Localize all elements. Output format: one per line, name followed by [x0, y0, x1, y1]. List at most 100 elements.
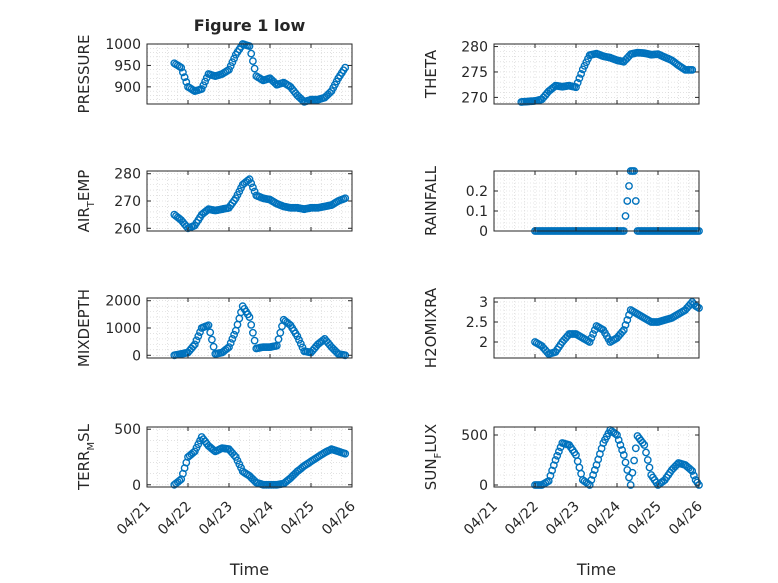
data-point — [630, 456, 638, 465]
y-tick-label: 280 — [114, 167, 141, 183]
data-point — [618, 446, 626, 454]
data-point — [248, 57, 257, 65]
data-point — [544, 477, 553, 485]
data-point — [245, 313, 254, 321]
y-tick-label: 270 — [461, 90, 488, 106]
data-point — [623, 316, 632, 324]
y-tick-label: 2 — [479, 335, 488, 351]
data-point — [551, 456, 560, 464]
subplot-7: 0 500 TERRMSL 04/21 04/22 04/23 04/24 04/25 04/2… — [75, 422, 359, 579]
subplot-5: 0 1000 2000 MIXDEPTH — [75, 289, 353, 367]
data-point — [182, 78, 191, 86]
data-point — [201, 77, 210, 86]
y-tick-label: 270 — [114, 194, 141, 210]
data-point — [613, 431, 621, 439]
data-point — [175, 476, 184, 485]
y-tick-label: 1000 — [105, 321, 141, 337]
data-point — [206, 328, 215, 337]
y-axis-label: PRESSURE — [75, 35, 93, 114]
data-point — [248, 328, 257, 337]
y-tick-label: 0 — [132, 348, 141, 364]
data-point — [190, 447, 199, 456]
x-tick-label: 04/25 — [278, 499, 318, 539]
data-point — [250, 336, 259, 345]
data-point — [228, 334, 237, 343]
y-tick-label: 0.2 — [466, 184, 488, 200]
data-point — [645, 463, 654, 472]
data-point — [230, 451, 239, 459]
x-tick-label: 04/24 — [584, 498, 624, 538]
data-point — [225, 65, 233, 74]
x-tick-label: 04/22 — [502, 499, 542, 539]
data-point — [247, 49, 256, 58]
axes-box — [493, 297, 700, 359]
axes-box — [146, 43, 353, 105]
data-point — [225, 343, 233, 351]
x-tick-label: 04/21 — [114, 499, 154, 539]
subplot-4: 0 0.1 0.2 RAINFALL — [422, 165, 703, 240]
data-point — [616, 441, 625, 449]
data-point — [207, 335, 216, 344]
data-point — [585, 481, 594, 489]
subplot-8: 0 500 SUNFLUX 04/21 04/22 04/23 04/24 04/25 04/2… — [422, 424, 706, 579]
y-axis-label: MIXDEPTH — [75, 289, 93, 367]
data-point — [194, 440, 203, 449]
data-point — [621, 458, 630, 467]
y-axis-label: RAINFALL — [422, 165, 440, 236]
axes-box — [493, 43, 700, 105]
data-point — [631, 444, 640, 453]
y-tick-label: 260 — [114, 221, 141, 237]
y-tick-label: 0.1 — [466, 204, 488, 220]
x-tick-label: 04/21 — [461, 499, 501, 539]
data-point — [180, 73, 189, 82]
data-point — [341, 449, 350, 458]
data-point — [247, 179, 256, 188]
data-point — [223, 344, 232, 353]
data-point — [245, 175, 254, 184]
subplot-6: 2 2.5 3 H2OMIXRA — [422, 287, 703, 368]
data-point — [572, 83, 580, 92]
data-point — [250, 64, 259, 73]
y-tick-label: 0 — [479, 224, 488, 240]
y-axis-label: H2OMIXRA — [422, 287, 440, 368]
data-point — [230, 54, 239, 63]
y-tick-label: 950 — [114, 58, 141, 74]
axes-box — [146, 426, 353, 488]
x-axis-label: Time — [576, 560, 616, 579]
data-point — [228, 58, 237, 67]
data-point — [197, 85, 206, 93]
data-point — [621, 321, 630, 329]
data-point — [589, 330, 597, 338]
data-point — [642, 448, 650, 457]
data-point — [231, 453, 240, 461]
data-point — [293, 332, 302, 341]
axes-box — [493, 170, 700, 232]
data-point — [194, 332, 203, 341]
y-tick-label: 500 — [461, 428, 488, 444]
y-tick-label: 280 — [461, 40, 488, 56]
data-point — [230, 330, 239, 339]
data-point — [226, 339, 235, 347]
y-axis-label: TERRMSL — [75, 423, 97, 491]
y-tick-label: 275 — [461, 65, 488, 81]
data-point — [177, 63, 186, 72]
x-axis-label: Time — [229, 560, 269, 579]
data-point — [619, 451, 628, 459]
data-point — [585, 338, 594, 346]
subplot-2: 270 275 280 THETA — [422, 40, 700, 106]
data-point — [686, 465, 695, 474]
axes-box — [493, 426, 700, 488]
y-tick-label: 900 — [114, 80, 141, 96]
data-point — [631, 197, 640, 205]
y-tick-label: 0 — [479, 478, 488, 494]
data-point — [688, 66, 697, 74]
y-tick-label: 0 — [132, 478, 141, 494]
data-point — [619, 326, 628, 334]
data-point — [614, 436, 623, 444]
y-axis-label: SUNFLUX — [422, 424, 444, 490]
data-point — [573, 78, 582, 87]
data-point — [199, 81, 208, 90]
data-point — [623, 197, 632, 205]
x-tick-label: 04/22 — [155, 499, 195, 539]
